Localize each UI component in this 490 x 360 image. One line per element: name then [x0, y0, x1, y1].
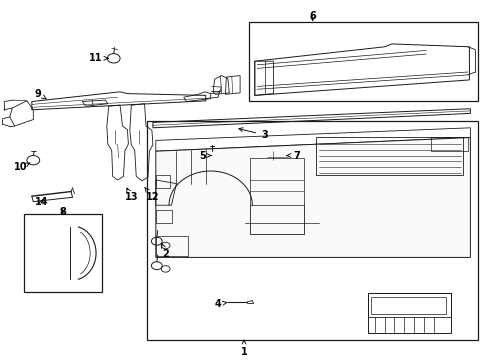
Bar	[431, 137, 468, 151]
Bar	[156, 175, 170, 188]
Bar	[267, 151, 288, 160]
Text: 5: 5	[199, 150, 211, 161]
Polygon shape	[156, 138, 470, 257]
Text: 8: 8	[59, 207, 66, 217]
Text: 12: 12	[145, 187, 160, 202]
Bar	[371, 297, 446, 314]
Text: 4: 4	[215, 299, 227, 309]
Text: 10: 10	[14, 162, 30, 172]
Text: 7: 7	[287, 150, 300, 161]
Text: 9: 9	[35, 89, 47, 99]
Text: 13: 13	[124, 188, 138, 202]
Bar	[147, 121, 478, 340]
Text: 2: 2	[162, 243, 169, 259]
Text: 3: 3	[239, 128, 268, 140]
Bar	[156, 210, 171, 223]
Text: 6: 6	[309, 11, 316, 21]
Text: 1: 1	[241, 340, 247, 357]
Text: 11: 11	[89, 53, 108, 63]
Text: 14: 14	[35, 197, 49, 207]
Bar	[316, 137, 463, 175]
Bar	[156, 236, 188, 256]
Bar	[249, 22, 478, 101]
Bar	[24, 214, 102, 292]
Bar	[368, 293, 451, 317]
